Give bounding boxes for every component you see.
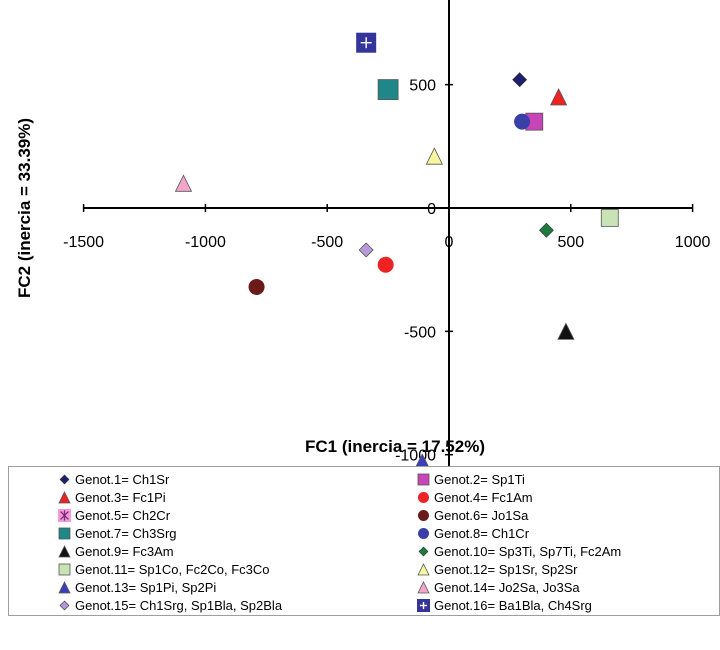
x-tick-label: -1500 <box>63 234 104 251</box>
data-point-genot-1 <box>512 72 528 88</box>
data-point-genot-11 <box>600 208 619 227</box>
legend-marker-icon <box>418 491 429 503</box>
legend-marker <box>418 491 429 503</box>
x-axis-title: FC1 (inercia = 17.52%) <box>305 437 485 456</box>
y-tick-label: -1000 <box>395 448 436 465</box>
legend-marker-icon <box>417 598 430 612</box>
legend-marker <box>417 473 430 485</box>
legend-label: Genot.10= Sp3Ti, Sp7Ti, Fc2Am <box>434 543 622 559</box>
legend-label: Genot.13= Sp1Pi, Sp2Pi <box>75 579 217 595</box>
legend-item-genot-7: Genot.7= Ch3Srg <box>57 524 177 542</box>
legend-marker-icon <box>58 527 71 539</box>
data-point-genot-7 <box>377 79 399 100</box>
legend: Genot.1= Ch1Sr Genot.2= Sp1Ti Genot.3= Fc1… <box>8 466 720 616</box>
legend-label: Genot.9= Fc3Am <box>75 543 174 559</box>
legend-item-genot-12: Genot.12= Sp1Sr, Sp2Sr <box>416 560 577 578</box>
legend-item-genot-5: Genot.5= Ch2Cr <box>57 506 170 524</box>
y-tick-label: 500 <box>409 78 436 95</box>
data-point-genot-13 <box>415 453 429 466</box>
legend-marker <box>59 600 70 610</box>
x-tick-label: 0 <box>445 234 454 251</box>
legend-marker <box>418 509 429 521</box>
legend-label: Genot.1= Ch1Sr <box>75 471 170 487</box>
legend-item-genot-9: Genot.9= Fc3Am <box>57 542 174 560</box>
legend-label: Genot.8= Ch1Cr <box>434 525 530 541</box>
legend-marker-icon <box>417 580 430 593</box>
legend-marker <box>418 546 429 556</box>
legend-marker <box>58 580 71 593</box>
data-point-genot-14 <box>174 174 193 192</box>
legend-marker-icon <box>58 563 71 575</box>
data-point-genot-4 <box>377 256 394 273</box>
legend-marker <box>58 508 71 522</box>
legend-marker-icon <box>58 580 71 593</box>
legend-item-genot-6: Genot.6= Jo1Sa <box>416 506 528 524</box>
y-tick-label: 0 <box>427 201 436 218</box>
data-point-genot-8 <box>514 113 531 130</box>
legend-item-genot-2: Genot.2= Sp1Ti <box>416 470 525 488</box>
legend-marker-icon <box>59 600 70 610</box>
y-axis-title: FC2 (inercia = 33.39%) <box>15 118 34 298</box>
legend-marker-icon <box>418 527 429 539</box>
legend-marker <box>58 527 71 539</box>
legend-item-genot-15: Genot.15= Ch1Srg, Sp1Bla, Sp2Bla <box>57 596 282 614</box>
legend-marker-icon <box>417 562 430 575</box>
legend-marker-icon <box>418 546 429 556</box>
legend-marker <box>59 474 70 484</box>
legend-item-genot-14: Genot.14= Jo2Sa, Jo3Sa <box>416 578 580 596</box>
legend-marker <box>58 544 71 557</box>
data-point-genot-6 <box>248 278 265 295</box>
x-tick-label: 500 <box>557 234 584 251</box>
legend-marker-icon <box>58 490 71 503</box>
legend-label: Genot.16= Ba1Bla, Ch4Srg <box>434 597 592 613</box>
legend-item-genot-1: Genot.1= Ch1Sr <box>57 470 169 488</box>
legend-item-genot-3: Genot.3= Fc1Pi <box>57 488 166 506</box>
data-point-genot-12 <box>425 147 444 165</box>
legend-item-genot-10: Genot.10= Sp3Ti, Sp7Ti, Fc2Am <box>416 542 621 560</box>
legend-label: Genot.15= Ch1Srg, Sp1Bla, Sp2Bla <box>75 597 283 613</box>
legend-marker-icon <box>59 474 70 484</box>
data-point-genot-3 <box>549 88 568 106</box>
legend-marker <box>417 562 430 575</box>
legend-item-genot-16: Genot.16= Ba1Bla, Ch4Srg <box>416 596 592 614</box>
legend-marker <box>58 490 71 503</box>
legend-label: Genot.4= Fc1Am <box>434 489 533 505</box>
legend-marker-icon <box>418 509 429 521</box>
legend-marker <box>418 527 429 539</box>
data-point-genot-9 <box>557 322 575 340</box>
legend-label: Genot.5= Ch2Cr <box>75 507 171 523</box>
legend-label: Genot.2= Sp1Ti <box>434 471 525 487</box>
legend-marker <box>417 580 430 593</box>
data-point-genot-10 <box>539 222 554 238</box>
legend-marker-icon <box>58 544 71 557</box>
legend-marker <box>417 598 430 612</box>
legend-label: Genot.14= Jo2Sa, Jo3Sa <box>434 579 580 595</box>
legend-label: Genot.11= Sp1Co, Fc2Co, Fc3Co <box>75 561 270 577</box>
legend-label: Genot.6= Jo1Sa <box>434 507 529 523</box>
data-point-genot-15 <box>358 242 374 258</box>
legend-marker-icon <box>417 473 430 485</box>
legend-item-genot-4: Genot.4= Fc1Am <box>416 488 533 506</box>
legend-marker <box>58 563 71 575</box>
legend-label: Genot.3= Fc1Pi <box>75 489 166 505</box>
legend-item-genot-8: Genot.8= Ch1Cr <box>416 524 529 542</box>
legend-item-genot-11: Genot.11= Sp1Co, Fc2Co, Fc3Co <box>57 560 270 578</box>
legend-label: Genot.7= Ch3Srg <box>75 525 177 541</box>
x-tick-label: -1000 <box>185 234 226 251</box>
legend-marker-icon <box>58 508 71 522</box>
legend-label: Genot.12= Sp1Sr, Sp2Sr <box>434 561 578 577</box>
y-tick-label: -500 <box>404 324 436 341</box>
x-tick-label: 1000 <box>675 234 711 251</box>
legend-item-genot-13: Genot.13= Sp1Pi, Sp2Pi <box>57 578 216 596</box>
scatter-plot: -1500-1000-50005001000-1500-1000-5000500… <box>15 0 711 466</box>
data-point-genot-16 <box>356 32 377 53</box>
x-tick-label: -500 <box>311 234 343 251</box>
